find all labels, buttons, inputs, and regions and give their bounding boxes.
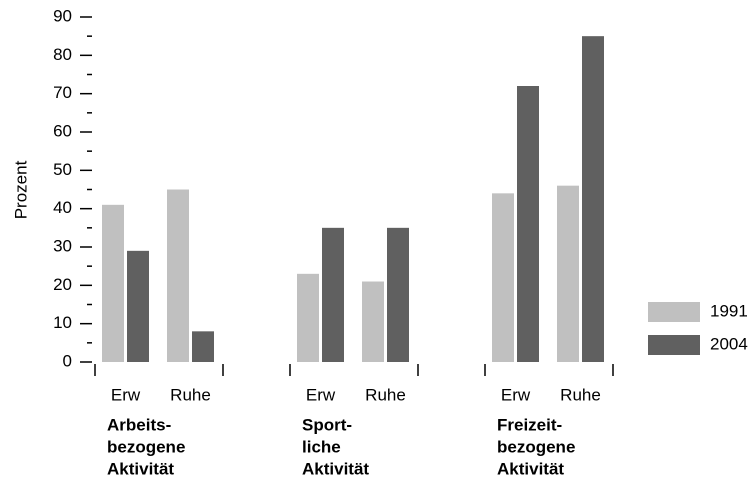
group-label: bezogene — [497, 437, 575, 456]
y-tick-label: 10 — [53, 313, 72, 332]
legend-swatch — [648, 302, 700, 322]
group-label: Sport- — [302, 415, 352, 434]
legend-swatch — [648, 335, 700, 355]
x-tick-label: Erw — [501, 385, 531, 404]
bar — [362, 281, 384, 362]
bar — [102, 204, 124, 362]
y-tick-label: 30 — [53, 236, 72, 255]
bar — [582, 36, 604, 363]
y-tick-label: 40 — [53, 198, 72, 217]
bar — [557, 185, 579, 362]
x-tick-label: Ruhe — [170, 385, 211, 404]
y-tick-label: 0 — [63, 351, 72, 370]
group-label: Freizeit- — [497, 415, 562, 434]
x-tick-label: Erw — [111, 385, 141, 404]
legend-label: 1991 — [710, 301, 748, 320]
x-tick-label: Ruhe — [560, 385, 601, 404]
y-axis-label: Prozent — [11, 160, 30, 219]
group-label: Aktivität — [107, 459, 174, 478]
y-tick-label: 80 — [53, 45, 72, 64]
bar — [492, 193, 514, 362]
group-label: Arbeits- — [107, 415, 171, 434]
y-tick-label: 50 — [53, 160, 72, 179]
group-label: Aktivität — [497, 459, 564, 478]
group-label: bezogene — [107, 437, 185, 456]
y-tick-label: 70 — [53, 83, 72, 102]
group-label: liche — [302, 437, 341, 456]
bar — [322, 227, 344, 362]
x-tick-label: Erw — [306, 385, 336, 404]
y-tick-label: 20 — [53, 275, 72, 294]
x-tick-label: Ruhe — [365, 385, 406, 404]
bar — [517, 86, 539, 362]
group-label: Aktivität — [302, 459, 369, 478]
y-tick-label: 60 — [53, 121, 72, 140]
bar — [192, 331, 214, 362]
bar — [127, 250, 149, 362]
y-tick-label: 90 — [53, 6, 72, 25]
bar — [167, 189, 189, 362]
bar — [297, 273, 319, 362]
legend-label: 2004 — [710, 334, 748, 353]
bar — [387, 227, 409, 362]
